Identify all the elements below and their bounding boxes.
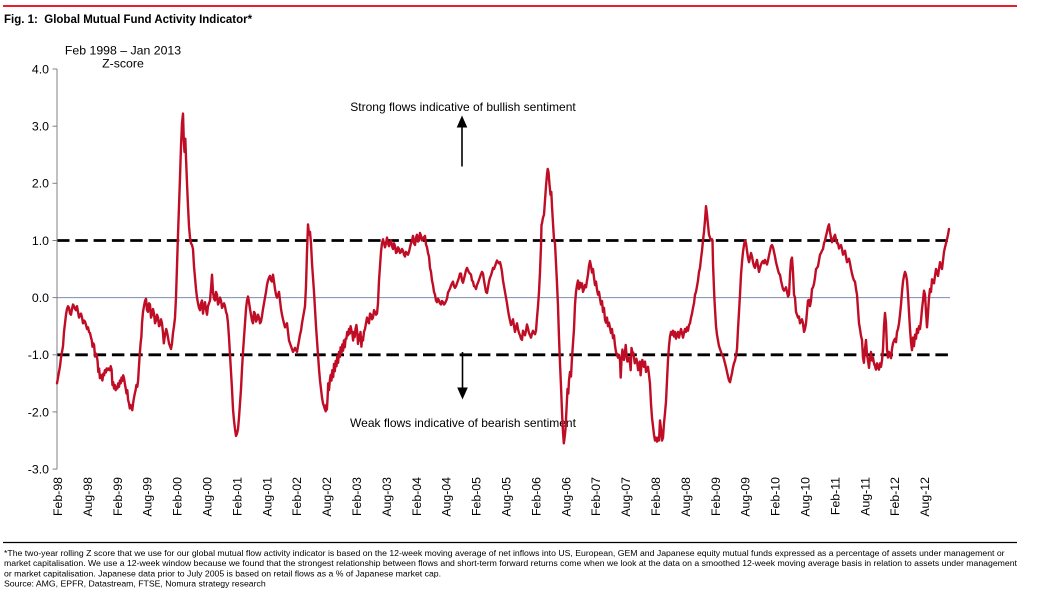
svg-text:Aug-10: Aug-10: [799, 477, 813, 517]
svg-text:Aug-06: Aug-06: [559, 477, 573, 517]
svg-text:*The two-year rolling Z score: *The two-year rolling Z score that we us…: [4, 548, 1005, 558]
svg-text:1.0: 1.0: [32, 234, 49, 248]
svg-text:Feb-04: Feb-04: [410, 477, 424, 516]
svg-text:Source: AMG, EPFR, Datastream,: Source: AMG, EPFR, Datastream, FTSE, Nom…: [4, 579, 266, 589]
svg-text:Feb 1998 – Jan 2013: Feb 1998 – Jan 2013: [65, 44, 181, 58]
svg-text:Feb-08: Feb-08: [649, 477, 663, 516]
svg-text:-1.0: -1.0: [28, 348, 49, 362]
svg-text:Aug-12: Aug-12: [918, 477, 932, 517]
svg-text:Aug-02: Aug-02: [320, 477, 334, 517]
svg-text:Aug-08: Aug-08: [679, 477, 693, 517]
svg-text:Z-score: Z-score: [102, 57, 144, 71]
svg-text:Feb-02: Feb-02: [290, 477, 304, 516]
svg-text:Feb-98: Feb-98: [51, 477, 65, 516]
svg-text:Aug-99: Aug-99: [141, 477, 155, 517]
svg-text:Feb-12: Feb-12: [888, 477, 902, 516]
svg-text:Strong flows indicative of bul: Strong flows indicative of bullish senti…: [350, 100, 576, 114]
svg-text:Feb-11: Feb-11: [828, 477, 842, 515]
svg-text:4.0: 4.0: [32, 62, 49, 76]
svg-text:Aug-98: Aug-98: [81, 477, 95, 517]
svg-text:Weak flows indicative of beari: Weak flows indicative of bearish sentime…: [350, 416, 577, 430]
svg-text:Aug-11: Aug-11: [858, 477, 872, 516]
svg-text:Fig. 1: Global Mutual Fund Ac: Fig. 1: Global Mutual Fund Activity Indi…: [4, 14, 253, 26]
svg-text:or market capitalisation. Japa: or market capitalisation. Japanese data …: [4, 568, 441, 578]
svg-text:Feb-05: Feb-05: [470, 477, 484, 516]
svg-text:Aug-04: Aug-04: [440, 477, 454, 517]
svg-text:3.0: 3.0: [32, 120, 49, 134]
svg-text:Feb-99: Feb-99: [111, 477, 125, 516]
svg-text:2.0: 2.0: [32, 177, 49, 191]
svg-text:Aug-01: Aug-01: [260, 477, 274, 517]
svg-text:Aug-07: Aug-07: [619, 477, 633, 517]
svg-text:Feb-09: Feb-09: [709, 477, 723, 516]
svg-text:Feb-00: Feb-00: [171, 477, 185, 516]
svg-text:Feb-10: Feb-10: [769, 477, 783, 516]
svg-text:0.0: 0.0: [32, 291, 49, 305]
svg-text:-3.0: -3.0: [28, 462, 49, 476]
svg-text:Aug-00: Aug-00: [201, 477, 215, 517]
svg-text:Aug-05: Aug-05: [500, 477, 514, 517]
svg-text:market capitalisation. We use: market capitalisation. We use a 12-week …: [4, 558, 1018, 568]
svg-text:Feb-06: Feb-06: [529, 477, 543, 516]
svg-text:Feb-03: Feb-03: [350, 477, 364, 516]
svg-text:Aug-09: Aug-09: [739, 477, 753, 517]
svg-text:Feb-01: Feb-01: [230, 477, 244, 516]
svg-text:Aug-03: Aug-03: [380, 477, 394, 517]
svg-text:-2.0: -2.0: [28, 405, 49, 419]
svg-text:Feb-07: Feb-07: [589, 477, 603, 516]
